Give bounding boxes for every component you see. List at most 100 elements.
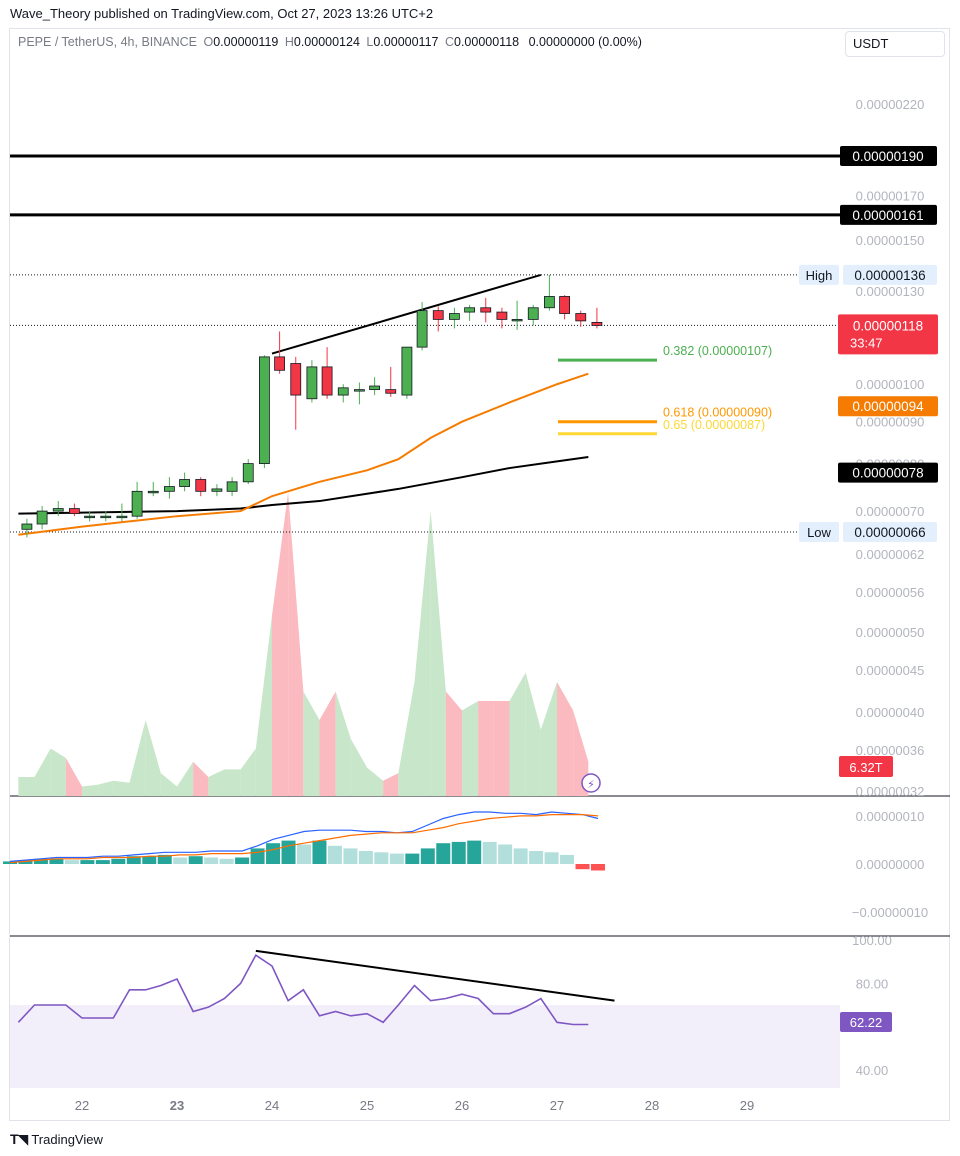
macd-histogram-bar xyxy=(297,844,311,864)
volume-area-segment xyxy=(430,511,446,796)
time-axis-label: 28 xyxy=(645,1098,659,1113)
price-axis-label: 0.00000036 xyxy=(856,743,925,758)
macd-histogram-bar xyxy=(33,858,48,864)
publisher-line: Wave_Theory published on TradingView.com… xyxy=(10,6,434,21)
volume-area-segment xyxy=(82,784,99,796)
price-axis-label: 0.00000170 xyxy=(856,189,925,204)
rsi-value-bg xyxy=(840,1012,892,1032)
time-axis-label: 27 xyxy=(550,1098,564,1113)
candle-body xyxy=(575,313,587,322)
volume-area-segment xyxy=(303,691,320,796)
rsi-line xyxy=(17,954,589,1026)
price-axis-label: 0.00000070 xyxy=(856,504,925,519)
volume-area-segment xyxy=(478,701,494,796)
candle-body xyxy=(52,508,64,512)
volume-area-segment xyxy=(224,769,241,796)
close-value: 0.00000118 xyxy=(454,35,520,49)
volume-area-segment xyxy=(367,767,384,796)
lightning-icon xyxy=(581,773,601,793)
candle-body xyxy=(100,515,112,519)
volume-area-segment xyxy=(509,672,526,796)
extreme-tag: Low xyxy=(807,525,831,540)
level-label: 0.00000190 xyxy=(852,149,923,164)
candle-body xyxy=(559,296,570,314)
candle-body xyxy=(511,319,523,322)
macd-histogram-bar xyxy=(591,864,605,871)
low-key: L xyxy=(366,35,374,49)
time-axis-label: 26 xyxy=(455,1098,469,1113)
candle-body xyxy=(147,490,159,494)
extreme-label: 0.00000066 xyxy=(854,525,925,540)
macd-histogram-bar xyxy=(312,840,327,864)
ma-label-bg xyxy=(838,462,938,483)
price-axis-label: 0.00000040 xyxy=(856,705,925,720)
volume-area-segment xyxy=(573,710,589,796)
macd-histogram-bar xyxy=(420,848,435,864)
volume-area-segment xyxy=(208,769,225,796)
volume-area-segment xyxy=(255,615,272,796)
candle-body xyxy=(480,307,492,313)
rsi-divergence-line xyxy=(255,949,615,1002)
candle-body xyxy=(36,510,48,525)
volume-area-segment xyxy=(129,720,146,796)
currency-selector[interactable]: USDT xyxy=(845,31,945,57)
candle-body xyxy=(195,479,207,492)
volume-area-segment xyxy=(193,761,209,796)
volume-area-segment xyxy=(113,780,130,796)
low-value: 0.00000117 xyxy=(373,35,439,49)
volume-area-segment xyxy=(34,748,51,796)
volume-area-segment xyxy=(493,701,510,796)
change-value: 0.00000000 (0.00%) xyxy=(528,35,642,49)
macd-histogram-bar xyxy=(188,856,203,864)
candle-body xyxy=(211,488,223,492)
ema-orange-line xyxy=(18,372,589,536)
macd-histogram-bar xyxy=(513,848,528,864)
fib-level-label: 0.618 (0.00000090) xyxy=(663,406,772,420)
symbol-label[interactable]: PEPE / TetherUS, 4h, BINANCE xyxy=(18,35,198,49)
extreme-tag-bg xyxy=(799,522,839,542)
trendline-resistance xyxy=(271,273,542,355)
open-key: O xyxy=(203,35,214,49)
macd-histogram-bar xyxy=(498,844,513,864)
volume-area-segment xyxy=(335,691,351,796)
macd-line xyxy=(9,811,599,862)
macd-axis-label: 0.00000010 xyxy=(856,809,925,824)
volume-area-segment xyxy=(319,691,336,796)
macd-histogram-bar xyxy=(467,840,482,864)
time-axis-label: 25 xyxy=(360,1098,374,1113)
rsi-axis-label: 80.00 xyxy=(856,976,889,991)
macd-histogram-bar xyxy=(358,851,373,864)
volume-value-label: 6.32T xyxy=(849,760,882,775)
level-label-bg xyxy=(840,204,937,225)
macd-histogram-bar xyxy=(436,843,451,864)
fib-level-label: 0.65 (0.00000087) xyxy=(663,418,765,432)
fib-level-label: 0.382 (0.00000107) xyxy=(663,344,772,358)
macd-histogram-bar xyxy=(327,845,342,864)
macd-histogram-bar xyxy=(281,840,296,864)
lightning-icon-glyph: ⚡ xyxy=(587,779,595,791)
candle-body xyxy=(464,307,476,313)
volume-area-segment xyxy=(288,492,304,796)
rsi-axis-label: 100.00 xyxy=(852,933,892,948)
volume-area-segment xyxy=(414,511,431,796)
volume-area-segment xyxy=(50,748,66,796)
countdown-label: 33:47 xyxy=(850,335,883,350)
candle-body xyxy=(496,311,508,320)
candle-body xyxy=(163,486,175,492)
macd-histogram-bar xyxy=(142,856,157,864)
macd-histogram-bar xyxy=(544,852,559,864)
price-axis-label: 0.00000062 xyxy=(856,547,925,562)
candle-body xyxy=(306,366,318,400)
macd-histogram-bar xyxy=(529,851,544,864)
candle-body xyxy=(21,523,33,530)
volume-area-segment xyxy=(398,682,415,796)
extreme-label-bg xyxy=(843,264,937,285)
volume-area-segment xyxy=(525,672,541,796)
volume-area-segment xyxy=(272,492,289,796)
candle-body xyxy=(321,366,333,396)
macd-histogram-bar xyxy=(157,854,172,864)
ma-label: 0.00000078 xyxy=(852,466,923,481)
price-axis-label: 0.00000220 xyxy=(856,97,925,112)
macd-axis-label: 0.00000000 xyxy=(856,857,925,872)
